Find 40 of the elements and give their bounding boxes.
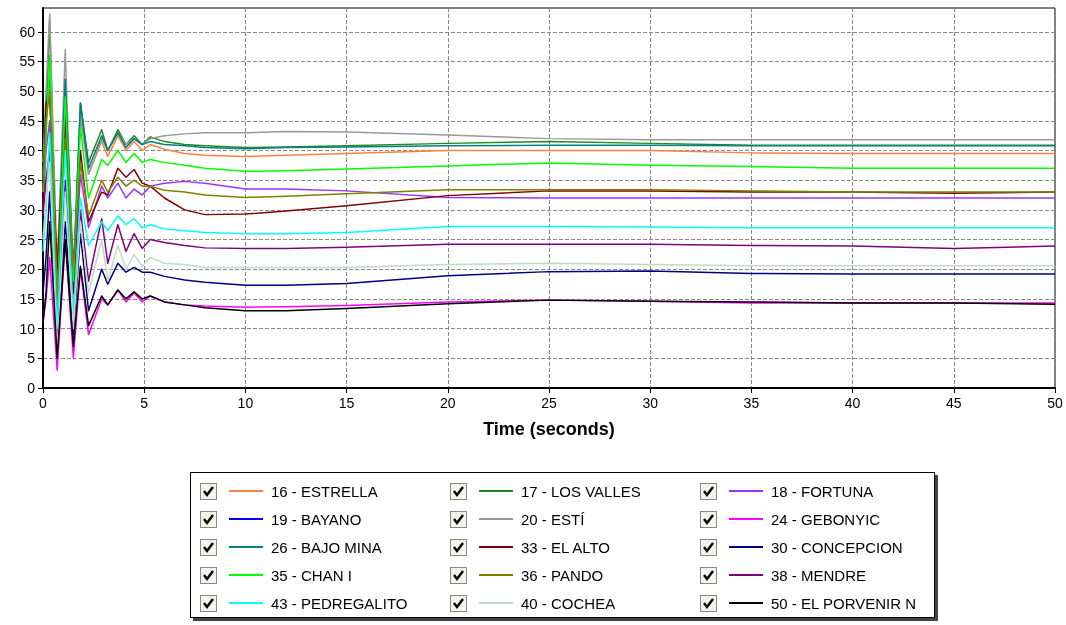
y-tick-label: 60 <box>19 23 36 40</box>
legend-label: 20 - ESTÍ <box>521 510 585 528</box>
y-tick-label: 45 <box>19 112 36 129</box>
legend-label: 26 - BAJO MINA <box>271 538 382 556</box>
legend-label: 24 - GEBONYIC <box>771 510 881 528</box>
x-tick-label: 40 <box>844 395 861 411</box>
legend-label: 50 - EL PORVENIR N <box>771 594 917 612</box>
x-tick-label: 50 <box>1047 395 1063 411</box>
legend-label: 33 - EL ALTO <box>521 538 610 556</box>
legend-label: 35 - CHAN I <box>271 566 352 584</box>
legend-label: 43 - PEDREGALITO <box>271 594 408 612</box>
y-tick-label: 55 <box>19 53 36 70</box>
legend-label: 18 - FORTUNA <box>771 482 874 500</box>
y-tick-label: 35 <box>19 172 36 189</box>
x-tick-label: 30 <box>642 395 659 411</box>
x-tick-label: 10 <box>237 395 254 411</box>
x-tick-label: 0 <box>39 395 48 411</box>
legend-label: 40 - COCHEA <box>521 594 616 612</box>
y-tick-label: 5 <box>27 350 36 367</box>
y-tick-label: 10 <box>19 320 36 337</box>
y-tick-label: 20 <box>19 261 36 278</box>
y-tick-label: 25 <box>19 231 36 248</box>
legend-label: 19 - BAYANO <box>271 510 362 528</box>
x-tick-label: 5 <box>140 395 149 411</box>
x-axis-title: Time (seconds) <box>483 419 615 439</box>
y-tick-label: 15 <box>19 290 36 307</box>
y-tick-label: 50 <box>19 83 36 100</box>
legend-label: 16 - ESTRELLA <box>271 482 378 500</box>
legend-label: 38 - MENDRE <box>771 566 867 584</box>
y-tick-label: 0 <box>27 380 36 396</box>
y-tick-label: 40 <box>19 142 36 159</box>
x-tick-label: 15 <box>338 395 355 411</box>
x-tick-label: 35 <box>743 395 760 411</box>
x-tick-label: 20 <box>440 395 456 411</box>
legend-label: 17 - LOS VALLES <box>521 482 641 500</box>
legend-label: 36 - PANDO <box>521 566 604 584</box>
legend-label: 30 - CONCEPCION <box>771 538 903 556</box>
y-tick-label: 30 <box>19 201 36 218</box>
x-tick-label: 45 <box>946 395 962 411</box>
x-tick-label: 25 <box>541 395 557 411</box>
